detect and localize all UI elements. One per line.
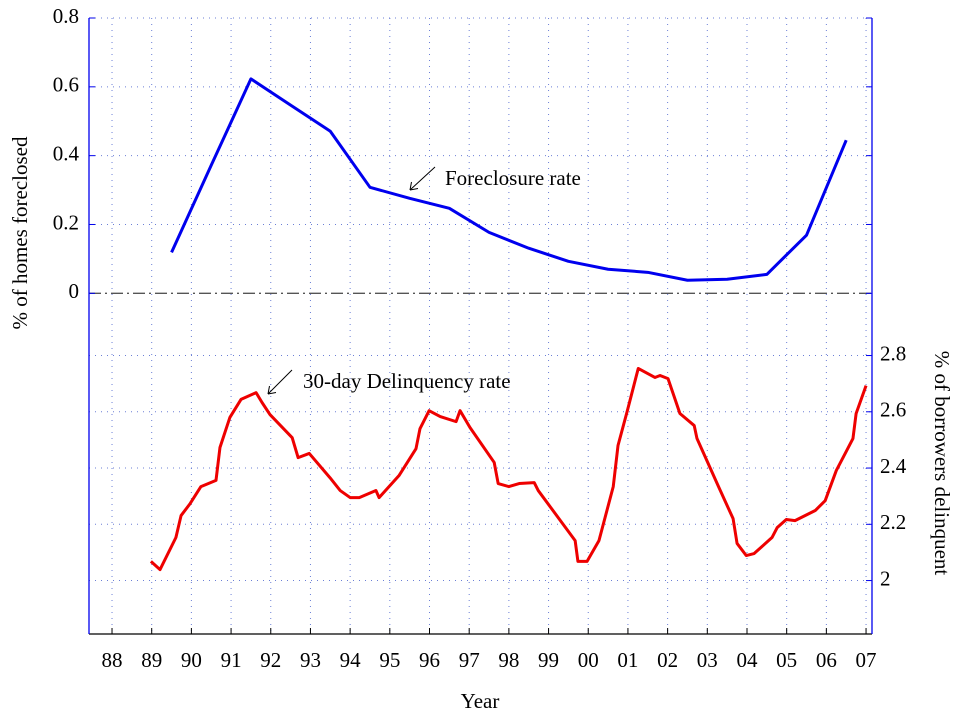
y2-tick-label: 2.8	[880, 341, 906, 365]
x-tick-label: 89	[141, 648, 162, 672]
annotation-arrow	[409, 166, 436, 191]
x-tick-label: 95	[379, 648, 400, 672]
x-tick-label: 94	[340, 648, 362, 672]
y-tick-label: 0	[69, 279, 80, 303]
y2-axis-label: % of borrowers delinquent	[930, 351, 954, 576]
annotation-arrowhead	[267, 385, 277, 395]
x-tick-label: 96	[419, 648, 440, 672]
x-tick-label: 93	[300, 648, 321, 672]
y-axis-label: % of homes foreclosed	[8, 136, 32, 330]
x-tick-label: 88	[102, 648, 123, 672]
x-tick-label: 05	[776, 648, 797, 672]
x-axis-label: Year	[461, 689, 500, 713]
y-tick-label: 0.6	[53, 73, 79, 97]
annotation-arrow	[267, 369, 293, 395]
y2-tick-label: 2.2	[880, 510, 906, 534]
x-tick-label: 01	[617, 648, 638, 672]
series-line	[149, 366, 868, 572]
y-tick-label: 0.4	[53, 141, 80, 165]
x-tick-label: 04	[736, 648, 758, 672]
series-line	[170, 77, 848, 282]
y2-tick-label: 2	[880, 566, 891, 590]
x-tick-label: 97	[459, 648, 480, 672]
x-tick-label: 91	[221, 648, 242, 672]
x-tick-label: 90	[181, 648, 202, 672]
x-tick-label: 00	[578, 648, 599, 672]
y2-tick-label: 2.4	[880, 454, 907, 478]
x-tick-label: 99	[538, 648, 559, 672]
y2-tick-label: 2.6	[880, 398, 906, 422]
x-tick-label: 02	[657, 648, 678, 672]
y-tick-label: 0.8	[53, 4, 79, 28]
x-tick-label: 92	[260, 648, 281, 672]
series-label: Foreclosure rate	[445, 166, 581, 190]
y-tick-label: 0.2	[53, 210, 79, 234]
x-tick-label: 06	[816, 648, 837, 672]
annotation-arrowhead	[409, 181, 419, 191]
series-label: 30-day Delinquency rate	[303, 369, 511, 393]
x-tick-label: 03	[697, 648, 718, 672]
x-tick-label: 07	[856, 648, 877, 672]
x-tick-label: 98	[498, 648, 519, 672]
